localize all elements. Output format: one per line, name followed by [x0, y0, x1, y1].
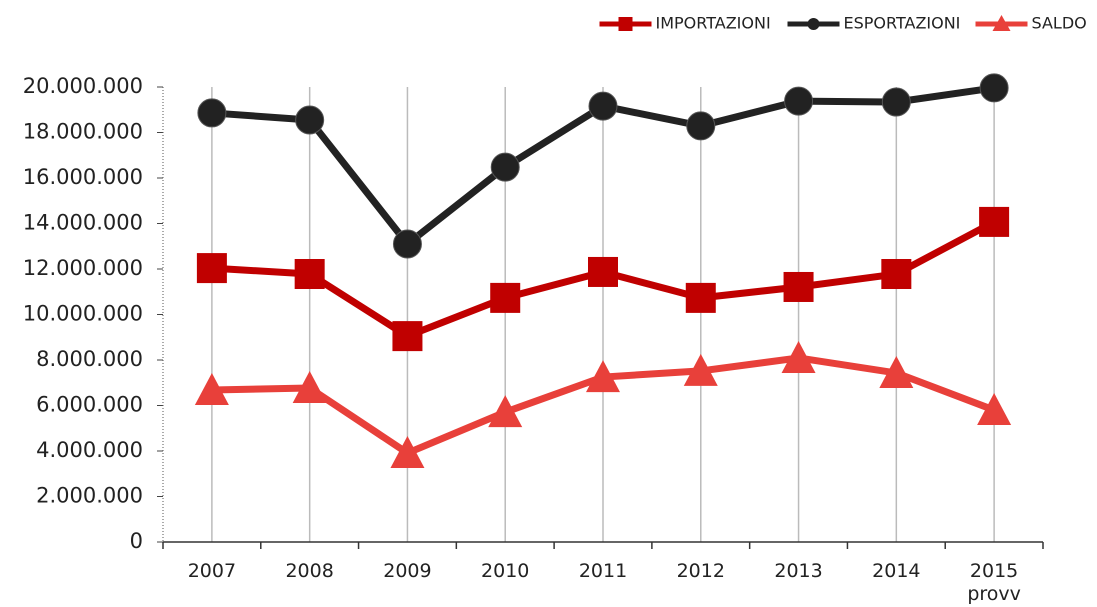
marker — [194, 373, 229, 406]
y-tick-label: 0 — [130, 529, 143, 553]
x-tick-label: 2011 — [578, 560, 628, 582]
legend-marker — [807, 18, 820, 30]
marker — [488, 395, 523, 428]
y-tick-label: 8.000.000 — [36, 347, 143, 371]
marker — [784, 86, 814, 116]
marker — [294, 259, 325, 290]
marker — [586, 360, 620, 393]
marker — [588, 256, 618, 287]
marker — [197, 98, 227, 128]
x-tick-label: 2008 — [285, 560, 334, 582]
marker — [979, 206, 1010, 237]
legend-label: IMPORTAZIONI — [656, 14, 771, 33]
y-tick-label: 2.000.000 — [36, 484, 143, 508]
y-tick-label: 16.000.000 — [23, 165, 143, 189]
marker — [783, 271, 814, 302]
marker — [196, 253, 227, 284]
y-tick-label: 6.000.000 — [36, 393, 143, 417]
x-tick-label: 2014 — [872, 560, 921, 582]
marker — [292, 370, 327, 403]
marker — [686, 111, 716, 141]
marker — [979, 73, 1009, 103]
marker — [781, 340, 816, 373]
x-tick-label: 2012 — [676, 560, 725, 582]
y-tick-label: 18.000.000 — [23, 120, 143, 144]
marker — [879, 355, 914, 388]
legend-marker — [992, 15, 1011, 31]
marker — [490, 282, 521, 313]
x-tick-label: 2015 provv — [967, 560, 1021, 605]
marker — [588, 91, 618, 121]
legend-label: SALDO — [1032, 14, 1087, 33]
marker — [881, 259, 912, 290]
x-tick-label: 2013 — [774, 560, 823, 582]
y-tick-label: 4.000.000 — [36, 438, 143, 462]
legend-marker — [618, 17, 633, 31]
marker — [295, 105, 325, 135]
marker — [390, 436, 425, 469]
y-tick-label: 20.000.000 — [23, 74, 143, 98]
marker — [683, 353, 718, 386]
marker — [977, 393, 1012, 426]
marker — [685, 282, 716, 313]
x-tick-label: 2007 — [187, 560, 237, 582]
legend-label: ESPORTAZIONI — [844, 14, 961, 33]
x-tick-label: 2009 — [383, 560, 432, 582]
y-tick-label: 10.000.000 — [23, 302, 143, 326]
marker — [881, 87, 911, 117]
x-tick-label: 2010 — [481, 560, 530, 582]
marker — [392, 229, 422, 259]
y-tick-label: 12.000.000 — [23, 256, 143, 280]
y-tick-label: 14.000.000 — [23, 211, 143, 235]
marker — [490, 152, 520, 182]
marker — [392, 321, 423, 352]
